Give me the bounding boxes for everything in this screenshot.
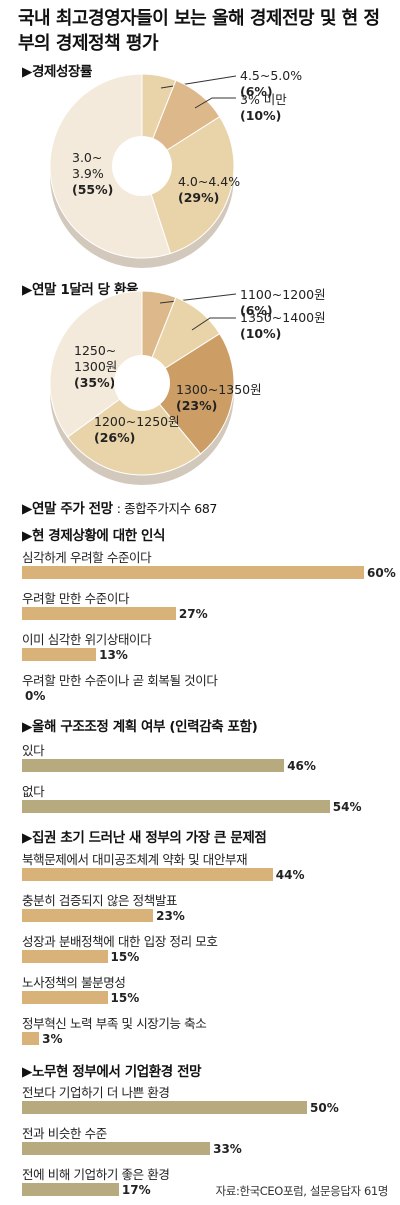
bar-0 [22, 868, 273, 881]
bar-value-label-3: 15% [110, 991, 140, 1005]
bar-0 [22, 759, 285, 772]
bar-1 [22, 607, 176, 620]
pie-slice-label-1: 1350~1400원 (10%) [240, 310, 326, 341]
pie-slice-3 [66, 382, 202, 476]
section-growth-title: ▶경제성장률 [22, 64, 93, 80]
bar-label-1: 충분히 검증되지 않은 정책발표 [22, 893, 178, 908]
bar-label-0: 있다 [22, 743, 45, 758]
bar-3 [22, 991, 108, 1004]
bar-label-3: 우려할 만한 수준이나 곧 회복될 것이다 [22, 673, 218, 688]
pie-slice-label-1: 3% 미만 (10%) [240, 92, 287, 123]
bar-2 [22, 950, 108, 963]
bar-0 [22, 566, 364, 579]
bar-label-0: 전보다 기업하기 더 나쁜 환경 [22, 1085, 170, 1100]
pie-slice-label-3: 1200~1250원 (26%) [94, 414, 180, 445]
page-title: 국내 최고경영자들이 보는 올해 경제전망 및 현 정부의 경제정책 평가 [18, 8, 380, 54]
bar-label-1: 없다 [22, 784, 45, 799]
bar-value-label-2: 15% [110, 950, 140, 964]
pie-hole [112, 136, 172, 196]
bar-label-2: 전에 비해 기업하기 좋은 환경 [22, 1167, 170, 1182]
bar-0 [22, 1101, 307, 1114]
pie-slice-label-3: 3.0~ 3.9% (55%) [72, 150, 113, 197]
bar-value-label-4: 3% [42, 1032, 63, 1046]
section-fx-title: ▶연말 1달러 당 환율 [22, 282, 139, 298]
bar-label-0: 북핵문제에서 대미공조체계 약화 및 대안부재 [22, 852, 248, 867]
section-outlook-title: ▶노무현 정부에서 기업환경 전망 [22, 1064, 202, 1080]
bar-value-label-2: 13% [99, 648, 128, 662]
stock-index-value: : 종합주가지수 687 [116, 501, 218, 516]
pie-leader-line-1 [191, 317, 236, 331]
pie-slice-label-2: 4.0~4.4% (29%) [178, 174, 240, 205]
bar-label-0: 심각하게 우려할 수준이다 [22, 550, 152, 565]
bar-4 [22, 1032, 40, 1045]
pie-slice-label-2: 1300~1350원 (23%) [176, 382, 262, 413]
pie-leader-line-0 [159, 293, 237, 304]
bar-label-2: 성장과 분배정책에 대한 입장 정리 모호 [22, 934, 218, 949]
section-problems-title: ▶집권 초기 드러난 새 정부의 가장 큰 문제점 [22, 830, 267, 846]
section-perception-title: ▶현 경제상황에 대한 인식 [22, 528, 166, 544]
bar-value-label-1: 27% [178, 607, 208, 621]
pie-slice-label-0: 1100~1200원 (6%) [240, 287, 326, 318]
bar-value-label-0: 46% [287, 759, 316, 773]
bar-label-2: 이미 심각한 위기상태이다 [22, 632, 152, 647]
pie-slice-2 [141, 333, 235, 455]
bar-value-label-2: 17% [121, 1183, 151, 1197]
pie-leader-line-1 [194, 97, 236, 109]
bar-value-label-0: 60% [367, 566, 396, 580]
section-restructuring-title: ▶올해 구조조정 계획 여부 (인력감축 포함) [22, 719, 258, 735]
section-stock: ▶연말 주가 전망: 종합주가지수 687 [22, 497, 217, 517]
source-note: 자료:한국CEO포럼, 설문응답자 61명 [215, 1184, 389, 1198]
section-stock-title: ▶연말 주가 전망 [22, 501, 113, 517]
pie-hole [114, 355, 170, 411]
bar-2 [22, 1183, 119, 1196]
bar-value-label-1: 33% [213, 1142, 242, 1156]
bar-2 [22, 648, 97, 661]
bar-1 [22, 1142, 211, 1155]
bar-label-1: 전과 비슷한 수준 [22, 1126, 107, 1141]
bar-label-3: 노사정책의 불분명성 [22, 975, 126, 990]
bar-value-label-3: 0% [25, 689, 46, 703]
bar-value-label-1: 23% [156, 909, 185, 923]
bar-label-4: 정부혁신 노력 부족 및 시장기능 축소 [22, 1016, 207, 1031]
bar-1 [22, 909, 154, 922]
bar-value-label-1: 54% [332, 800, 362, 814]
pie-slice-2 [141, 116, 235, 255]
bar-1 [22, 800, 330, 813]
pie-slice-3 [49, 73, 172, 259]
bar-value-label-0: 44% [275, 868, 305, 882]
pie-slice-label-0: 4.5~5.0% (6%) [240, 68, 302, 99]
bar-value-label-0: 50% [310, 1101, 339, 1115]
bar-label-1: 우려할 만한 수준이다 [22, 591, 130, 606]
pie-slice-label-4: 1250~ 1300원 (35%) [74, 343, 117, 390]
pie-slice-4 [49, 290, 143, 438]
